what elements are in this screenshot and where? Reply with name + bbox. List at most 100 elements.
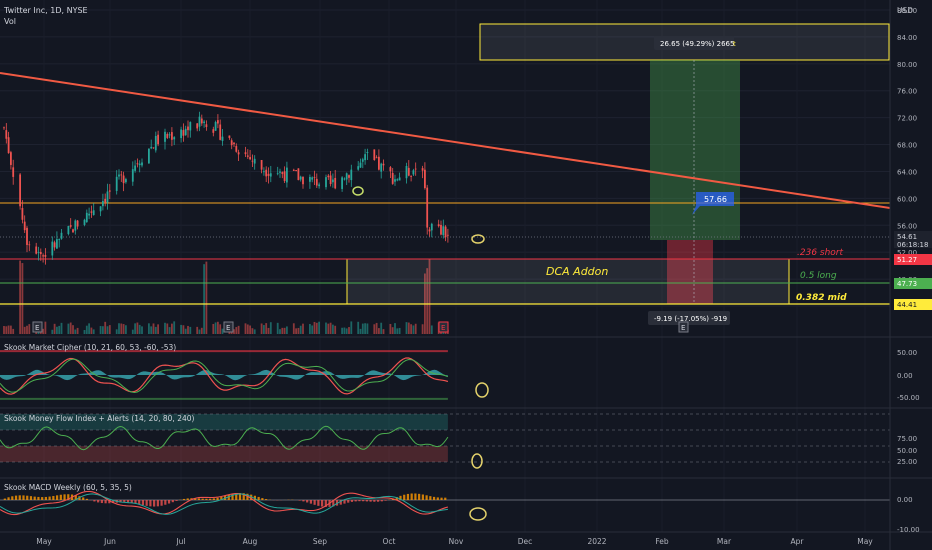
volume-bar xyxy=(334,325,337,334)
candle-body xyxy=(76,220,79,227)
volume-bar xyxy=(249,325,251,334)
macd-hist-bar xyxy=(347,500,350,503)
volume-bar xyxy=(51,329,54,334)
earnings-marker[interactable] xyxy=(678,321,689,333)
long-level-label: 0.5 long xyxy=(800,271,837,281)
candle-body xyxy=(276,173,279,175)
macd-hist-bar xyxy=(55,495,59,500)
macd-hist-bar xyxy=(85,498,89,500)
volume-bar xyxy=(122,324,125,334)
macd-tick: 0.00 xyxy=(897,496,913,504)
volume-bar xyxy=(56,326,58,334)
macd-hist-bar xyxy=(406,493,410,500)
candle-body xyxy=(108,190,111,192)
volume-bar xyxy=(90,327,93,334)
volume-bar xyxy=(115,329,118,334)
candle-body xyxy=(382,163,385,166)
cipher-slow xyxy=(0,358,449,394)
candle-body xyxy=(51,241,54,256)
volume-bar xyxy=(217,321,219,334)
candle-body xyxy=(19,174,21,207)
volume-bar xyxy=(141,326,143,334)
volume-bar xyxy=(69,322,72,334)
candle-body xyxy=(85,212,88,223)
candle-body xyxy=(166,134,169,138)
volume-bar xyxy=(295,328,297,334)
candle-body xyxy=(253,158,256,164)
mfi-tick: 25.00 xyxy=(897,458,917,466)
target-stats: 26.65 (49.29%) 2665 xyxy=(660,40,734,48)
candle-body xyxy=(249,157,251,160)
candle-body xyxy=(173,137,176,140)
earnings-marker[interactable] xyxy=(32,321,43,333)
macd-hist-bar xyxy=(350,500,354,502)
volume-bar xyxy=(350,321,353,334)
volume-bar xyxy=(382,329,385,334)
mid-price: 44.41 xyxy=(897,301,917,309)
earnings-marker[interactable] xyxy=(438,321,449,333)
volume-bar xyxy=(214,322,217,334)
volume-bar xyxy=(341,327,343,334)
candle-body xyxy=(269,173,272,177)
volume-bar xyxy=(265,323,268,334)
volume-bar xyxy=(58,325,61,334)
volume-bar xyxy=(263,325,265,334)
volume-bar xyxy=(21,263,24,334)
target-stats-box xyxy=(654,36,734,50)
x-tick-label: Jul xyxy=(175,537,185,546)
macd-hist-bar xyxy=(373,500,376,502)
volume-bar xyxy=(410,324,412,334)
candle-body xyxy=(447,234,449,236)
candle-body xyxy=(217,120,219,124)
macd-hist-bar xyxy=(167,500,171,504)
macd-hist-bar xyxy=(376,500,380,502)
candle-body xyxy=(378,156,380,170)
cipher-wave xyxy=(0,369,448,381)
candle-body xyxy=(118,174,120,177)
volume-bar xyxy=(26,325,28,334)
candle-body xyxy=(394,179,396,182)
volume-bar xyxy=(297,327,300,334)
macd-hist-bar xyxy=(182,498,186,500)
volume-bar xyxy=(184,328,187,334)
candle-body xyxy=(99,206,102,212)
macd-hist-bar xyxy=(149,500,152,507)
macd-hist-bar xyxy=(119,500,122,503)
macd-hist-bar xyxy=(227,494,230,500)
candle-body xyxy=(357,166,360,170)
volume-bar xyxy=(292,323,295,334)
macd-hist-bar xyxy=(141,500,145,506)
earnings-markers[interactable]: E E E E xyxy=(32,321,689,333)
macd-hist-bar xyxy=(216,497,219,500)
volume-bar xyxy=(235,327,238,334)
macd-hist-bar xyxy=(164,500,167,505)
candle-body xyxy=(69,225,72,227)
candle-body xyxy=(196,123,199,129)
volume-bar xyxy=(168,327,171,334)
macd-hist-bar xyxy=(59,494,62,500)
candle-body xyxy=(154,135,157,151)
mfi-tick: 75.00 xyxy=(897,435,917,443)
macd-hist-bar xyxy=(130,500,133,503)
candle-body xyxy=(233,142,235,145)
mfi-title: Skook Money Flow Index + Alerts (14, 20,… xyxy=(4,414,195,423)
volume-bar xyxy=(152,323,155,334)
short-level-label: .236 short xyxy=(797,248,843,258)
volume-bar xyxy=(373,324,376,334)
candle-body xyxy=(373,149,376,161)
macd-hist-bar xyxy=(384,500,387,501)
y-tick-label: 56.00 xyxy=(897,222,917,230)
candle-body xyxy=(221,136,224,141)
candle-body xyxy=(138,163,141,166)
candle-body xyxy=(189,122,192,131)
earnings-marker[interactable] xyxy=(223,321,234,333)
volume-bar xyxy=(171,323,173,334)
macd-hist-bar xyxy=(11,496,14,500)
candle-body xyxy=(428,229,431,232)
candle-body xyxy=(171,132,173,140)
macd-hist-bar xyxy=(63,494,66,500)
y-tick-label: 60.00 xyxy=(897,195,917,203)
volume-bar xyxy=(28,324,31,334)
macd-hist-bar xyxy=(82,497,85,500)
